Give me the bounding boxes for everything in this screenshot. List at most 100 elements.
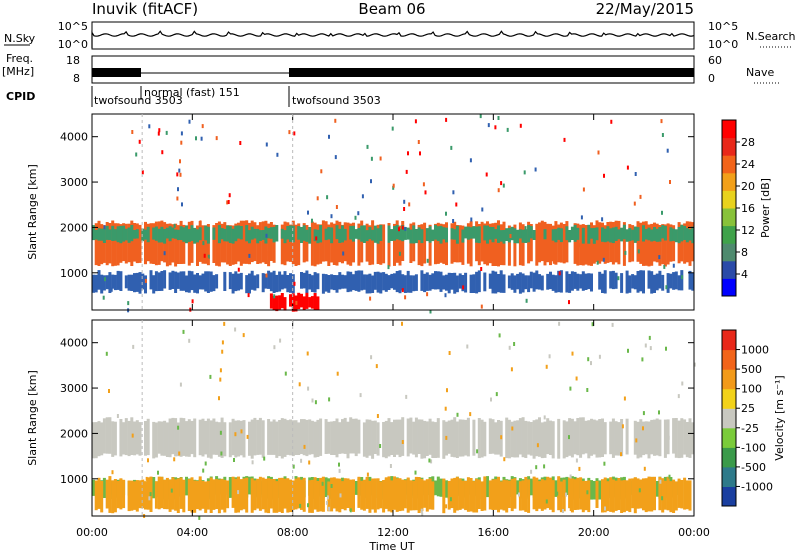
data-cell [206, 418, 210, 458]
data-cell [289, 224, 292, 262]
data-cell [190, 420, 194, 455]
data-cell [666, 477, 670, 511]
data-cell [226, 225, 230, 242]
data-cell [346, 222, 350, 265]
cpid-label: CPID [6, 90, 35, 103]
data-cell [576, 477, 580, 510]
scatter-cell [667, 435, 670, 440]
scatter-cell [405, 169, 408, 174]
colorbar-tick-label: -1000 [741, 480, 773, 493]
data-cell [483, 272, 487, 292]
data-cell [269, 421, 273, 455]
data-cell [636, 227, 640, 241]
data-cell [297, 477, 301, 509]
data-cell [551, 480, 555, 513]
data-cell [691, 422, 695, 455]
data-cell [527, 479, 531, 513]
data-cell [417, 224, 421, 266]
data-cell [543, 229, 547, 240]
data-cell [557, 476, 561, 511]
data-cell [338, 228, 342, 243]
data-cell [406, 477, 410, 513]
data-cell [677, 275, 681, 291]
data-cell [286, 420, 290, 455]
data-cell [135, 272, 139, 292]
data-cell [516, 229, 520, 244]
data-cell [669, 224, 673, 262]
data-cell [217, 221, 221, 267]
data-cell [650, 229, 654, 242]
data-cell [220, 417, 224, 458]
data-cell [127, 227, 131, 243]
data-cell [286, 478, 290, 513]
data-cell [420, 229, 424, 244]
data-cell [305, 419, 309, 457]
scatter-cell [429, 309, 432, 314]
scatter-cell [157, 131, 160, 136]
data-cell [584, 273, 588, 290]
data-cell [179, 477, 183, 509]
scatter-cell [366, 472, 369, 477]
data-cell [601, 273, 604, 293]
scatter-cell [188, 338, 191, 343]
data-cell [497, 476, 500, 513]
data-cell [280, 224, 284, 265]
data-cell [193, 227, 197, 244]
data-cell [480, 221, 484, 262]
power-colorbar: 28 24 20 16 12 8 4 Power [dB] [721, 119, 772, 297]
data-cell [250, 478, 254, 513]
data-cell [163, 229, 167, 244]
data-cell [584, 480, 588, 511]
scatter-cell [450, 233, 453, 238]
data-cell [352, 274, 355, 291]
colorbar-swatch [722, 155, 736, 174]
scatter-cell [376, 414, 379, 418]
data-cell [217, 225, 221, 244]
data-cell [324, 221, 328, 262]
data-cell [135, 480, 139, 512]
data-cell [455, 476, 459, 511]
data-cell [286, 222, 290, 262]
data-cell [423, 222, 427, 264]
data-cell [286, 275, 290, 293]
cpid-segment-3: twofsound 3503 [292, 94, 381, 107]
data-cell [267, 419, 271, 455]
scatter-cell [563, 137, 566, 142]
velocity-x-ticks: 00:00 04:00 08:00 12:00 16:00 20:00 00:00 [76, 114, 710, 539]
data-cell [196, 480, 199, 510]
scatter-cell [545, 364, 548, 369]
data-cell [272, 296, 276, 310]
data-cell [127, 223, 131, 263]
scatter-cell [273, 294, 276, 299]
data-cell [256, 228, 260, 244]
data-cell [258, 222, 262, 264]
scatter-cell [202, 468, 205, 473]
data-cell [341, 224, 344, 264]
data-cell [133, 273, 136, 293]
data-cell [368, 480, 372, 513]
data-cell [554, 275, 558, 293]
data-cell [529, 224, 533, 262]
data-cell [436, 271, 440, 290]
data-cell [360, 225, 364, 242]
data-cell [302, 223, 306, 263]
data-cell [486, 476, 489, 498]
scatter-cell [370, 355, 373, 360]
scatter-cell [201, 124, 204, 129]
data-cell [647, 476, 651, 512]
data-cell [302, 296, 306, 310]
data-cell [672, 225, 676, 262]
data-cell [234, 223, 238, 265]
data-cell [94, 480, 98, 511]
data-cell [357, 223, 361, 266]
data-cell [154, 226, 158, 241]
data-cell [171, 417, 175, 455]
data-cell [507, 275, 511, 289]
data-cell [346, 271, 350, 293]
scatter-cell [221, 349, 224, 354]
data-cell [436, 476, 440, 497]
data-cell [409, 229, 413, 244]
colorbar-swatch [722, 369, 736, 390]
data-cell [406, 418, 410, 457]
data-cell [316, 224, 320, 265]
